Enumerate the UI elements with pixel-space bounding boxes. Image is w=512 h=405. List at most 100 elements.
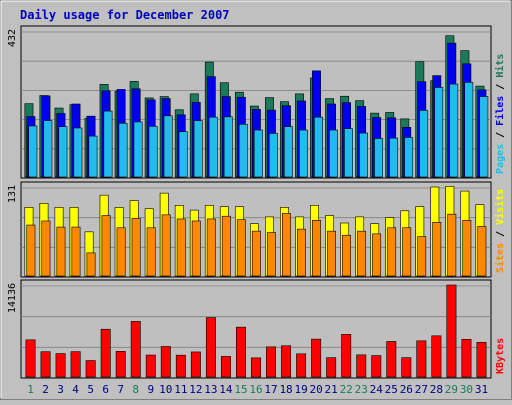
legend-hits: Hits <box>494 54 506 78</box>
bar-kbytes-day-13 <box>205 317 216 378</box>
bar-kbytes-day-20 <box>311 338 322 378</box>
bar-sites-day-12 <box>191 220 201 277</box>
bar-pages-day-1 <box>28 125 38 178</box>
bar-sites-day-2 <box>41 220 51 277</box>
bar-pages-day-2 <box>43 120 53 178</box>
bar-sites-day-9 <box>146 227 156 277</box>
bar-pages-day-13 <box>208 116 218 178</box>
bar-kbytes-day-9 <box>145 354 156 378</box>
bar-sites-day-15 <box>236 219 246 277</box>
bar-pages-day-30 <box>464 82 474 178</box>
bar-pages-day-18 <box>283 126 293 178</box>
bar-sites-day-25 <box>387 227 397 277</box>
x-tick-day-4: 4 <box>72 383 79 396</box>
bar-sites-day-10 <box>161 214 171 277</box>
x-tick-day-24: 24 <box>370 383 384 396</box>
bar-kbytes-day-15 <box>236 326 246 378</box>
bar-kbytes-day-2 <box>40 351 51 378</box>
bar-kbytes-day-22 <box>341 334 352 378</box>
bar-pages-day-21 <box>329 129 338 178</box>
bar-sites-day-1 <box>26 224 36 277</box>
bar-pages-day-14 <box>223 116 233 178</box>
x-tick-day-1: 1 <box>27 383 34 396</box>
bar-pages-day-17 <box>268 133 278 178</box>
bar-kbytes-day-18 <box>281 345 292 378</box>
legend-kbytes: KBytes <box>495 338 506 374</box>
legend-kbytes: KBytes <box>495 338 506 374</box>
bar-sites-day-11 <box>176 218 186 277</box>
bar-pages-day-6 <box>103 110 113 178</box>
x-tick-day-2: 2 <box>42 383 49 396</box>
bar-kbytes-day-7 <box>115 351 126 378</box>
bar-kbytes-day-4 <box>70 351 81 378</box>
bar-kbytes-day-19 <box>296 353 307 378</box>
x-tick-day-12: 12 <box>189 383 202 396</box>
bar-kbytes-day-14 <box>220 356 231 378</box>
x-tick-day-11: 11 <box>174 383 187 396</box>
bar-pages-day-9 <box>148 126 158 178</box>
bar-sites-day-19 <box>297 228 306 277</box>
legend-separator: / <box>495 225 506 243</box>
bar-sites-day-7 <box>116 227 126 277</box>
bar-kbytes-day-3 <box>55 353 66 378</box>
bar-pages-day-19 <box>298 129 308 178</box>
bar-sites-day-20 <box>312 219 321 277</box>
bar-sites-day-30 <box>462 219 472 277</box>
bar-sites-day-22 <box>342 234 352 277</box>
x-tick-day-27: 27 <box>415 383 428 396</box>
bar-pages-day-28 <box>434 87 444 178</box>
x-tick-day-7: 7 <box>117 383 124 396</box>
bar-sites-day-3 <box>56 226 66 277</box>
x-tick-day-3: 3 <box>57 383 64 396</box>
bar-kbytes-day-21 <box>326 357 337 378</box>
bar-sites-day-28 <box>432 222 442 277</box>
bar-pages-day-11 <box>178 131 188 178</box>
x-tick-day-15: 15 <box>234 383 247 396</box>
bar-kbytes-day-5 <box>85 360 96 378</box>
x-tick-day-23: 23 <box>355 383 368 396</box>
bar-kbytes-day-11 <box>175 354 186 378</box>
bar-kbytes-day-31 <box>476 342 487 378</box>
bar-pages-day-31 <box>479 96 489 178</box>
y-tick-label: 432 <box>7 29 18 47</box>
bar-kbytes-day-1 <box>25 339 36 378</box>
bar-sites-day-18 <box>282 213 291 277</box>
legend-sites: Sites <box>494 243 506 273</box>
bar-sites-day-21 <box>327 230 336 277</box>
bar-pages-day-25 <box>389 137 399 178</box>
bar-pages-day-20 <box>314 116 323 178</box>
chart-title: Daily usage for December 2007 <box>20 8 230 22</box>
bar-kbytes-day-24 <box>371 355 382 378</box>
x-tick-day-10: 10 <box>159 383 172 396</box>
x-tick-day-30: 30 <box>460 383 473 396</box>
bar-sites-day-14 <box>221 215 231 277</box>
bar-sites-day-29 <box>447 213 457 277</box>
x-tick-day-9: 9 <box>147 383 154 396</box>
bar-kbytes-day-12 <box>190 351 201 378</box>
x-tick-day-25: 25 <box>385 383 398 396</box>
bar-sites-day-16 <box>251 230 261 277</box>
bar-pages-day-29 <box>449 83 459 178</box>
legend-separator: / <box>495 78 506 96</box>
legend-hits-files-pages: Pages / Files / Hits <box>494 54 506 174</box>
x-tick-day-28: 28 <box>430 383 443 396</box>
bar-pages-day-16 <box>253 129 263 178</box>
x-tick-day-13: 13 <box>204 383 217 396</box>
bar-sites-day-24 <box>372 233 382 277</box>
x-tick-day-6: 6 <box>102 383 109 396</box>
bar-kbytes-day-10 <box>160 346 171 378</box>
legend-visits-sites: Sites / Visits <box>494 189 506 273</box>
bar-kbytes-day-16 <box>251 357 261 378</box>
bar-kbytes-day-23 <box>356 354 367 378</box>
bar-kbytes-day-17 <box>266 346 276 378</box>
bar-sites-day-17 <box>266 232 276 277</box>
bar-kbytes-day-6 <box>100 328 111 378</box>
bar-sites-day-13 <box>206 218 216 277</box>
x-tick-day-17: 17 <box>264 383 277 396</box>
bar-pages-day-22 <box>344 128 353 178</box>
bar-kbytes-day-28 <box>431 335 442 378</box>
bar-sites-day-23 <box>357 230 367 277</box>
legend-visits: Visits <box>494 189 506 225</box>
